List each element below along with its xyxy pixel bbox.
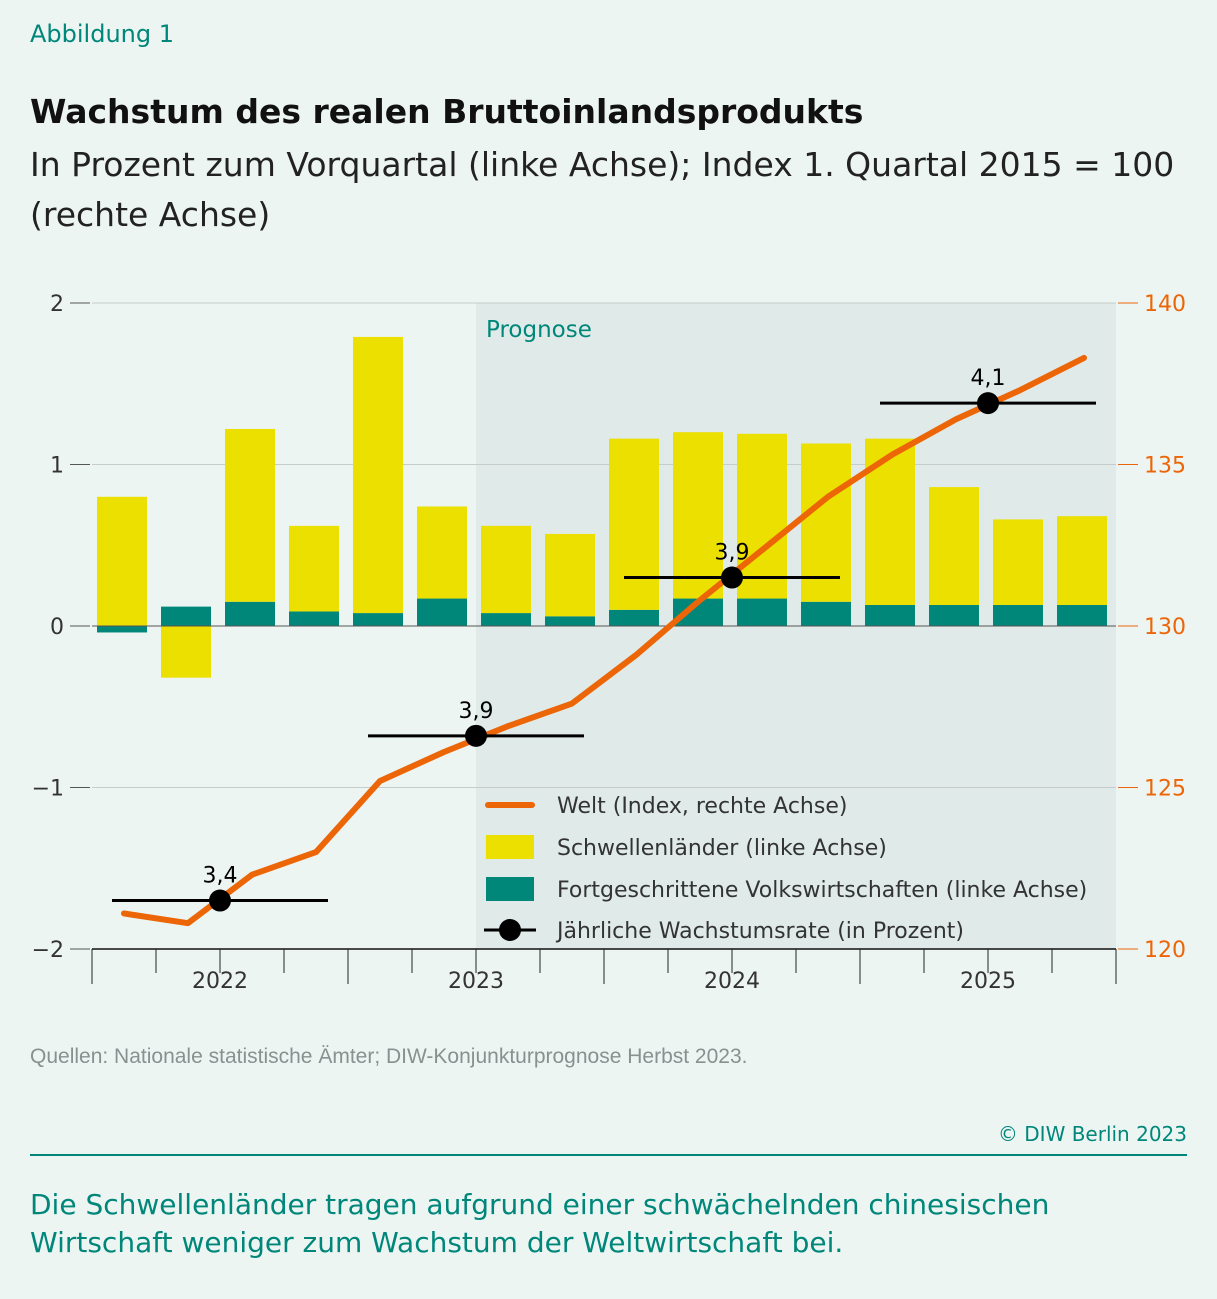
left-tick-label: −2 — [32, 938, 64, 963]
chart-subtitle: In Prozent zum Vorquartal (linke Achse);… — [30, 145, 1175, 234]
left-tick-label: 2 — [50, 292, 64, 317]
bar-emerging — [929, 487, 979, 606]
bar-emerging — [545, 533, 595, 617]
bar-advanced — [289, 611, 339, 626]
bar-emerging — [1057, 516, 1107, 606]
x-tick-label: 2023 — [448, 969, 504, 994]
right-tick-label: 140 — [1144, 292, 1186, 317]
bar-advanced — [97, 626, 147, 633]
x-tick-label: 2025 — [960, 969, 1016, 994]
legend-annual-dot — [499, 919, 521, 941]
bar-advanced — [481, 613, 531, 626]
annual-rate-dot — [209, 889, 231, 912]
right-tick-label: 135 — [1144, 454, 1186, 479]
chart: Prognose 2 1 0 −1 −2 140 135 130 125 120 2022 2023 20… — [32, 292, 1186, 994]
bar-advanced — [545, 616, 595, 626]
legend-label: Jährliche Wachstumsrate (in Prozent) — [555, 919, 964, 944]
legend-label: Schwellenländer (linke Achse) — [557, 836, 887, 861]
world-index-line — [121, 354, 1087, 927]
bar-emerging — [481, 525, 531, 614]
copyright: © DIW Berlin 2023 — [997, 1122, 1187, 1146]
bar-advanced — [161, 606, 211, 626]
bar-emerging — [673, 432, 723, 599]
bar-emerging — [609, 438, 659, 610]
annual-rate-dot — [977, 392, 999, 415]
legend-advanced-swatch — [486, 877, 534, 901]
bar-emerging — [225, 428, 275, 602]
right-tick-label: 120 — [1144, 938, 1186, 963]
chart-title: Wachstum des realen Bruttoinlandsprodukt… — [30, 92, 864, 131]
x-tick-label: 2022 — [192, 969, 248, 994]
left-tick-label: 1 — [50, 454, 64, 479]
divider — [30, 1154, 1187, 1156]
bar-emerging — [289, 525, 339, 612]
annual-rate-label: 3,9 — [459, 699, 494, 724]
annual-rate-label: 3,9 — [715, 541, 750, 566]
annual-rate-label: 3,4 — [203, 864, 238, 889]
bar-advanced — [929, 605, 979, 626]
bar-emerging — [865, 438, 915, 606]
left-tick-label: 0 — [50, 615, 64, 640]
annual-rate-dot — [721, 566, 743, 589]
annual-rate-label: 4,1 — [971, 366, 1006, 391]
legend-label: Fortgeschrittene Volkswirtschaften (link… — [557, 878, 1087, 903]
bar-emerging — [417, 506, 467, 599]
bar-advanced — [865, 605, 915, 626]
forecast-label: Prognose — [486, 317, 592, 343]
bar-emerging — [97, 496, 147, 626]
left-tick-label: −1 — [32, 777, 64, 802]
legend-label: Welt (Index, rechte Achse) — [557, 794, 847, 819]
bar-emerging — [353, 336, 403, 614]
bar-advanced — [737, 598, 787, 626]
bar-emerging — [993, 519, 1043, 606]
bar-emerging — [737, 433, 787, 599]
bar-advanced — [801, 601, 851, 626]
bar-advanced — [1057, 605, 1107, 626]
source-note: Quellen: Nationale statistische Ämter; D… — [30, 1045, 748, 1068]
right-tick-label: 130 — [1144, 615, 1186, 640]
bar-emerging — [161, 626, 211, 678]
bar-advanced — [993, 605, 1043, 626]
bar-advanced — [417, 598, 467, 626]
annual-rate-dot — [465, 724, 487, 747]
bar-advanced — [609, 609, 659, 626]
legend-emerging-swatch — [486, 835, 534, 859]
bar-emerging — [801, 443, 851, 602]
caption: Die Schwellenländer tragen aufgrund eine… — [30, 1188, 1050, 1259]
bar-advanced — [225, 601, 275, 626]
x-tick-label: 2024 — [704, 969, 760, 994]
right-tick-label: 125 — [1144, 777, 1186, 802]
figure-label: Abbildung 1 — [30, 20, 175, 48]
bar-advanced — [353, 613, 403, 626]
